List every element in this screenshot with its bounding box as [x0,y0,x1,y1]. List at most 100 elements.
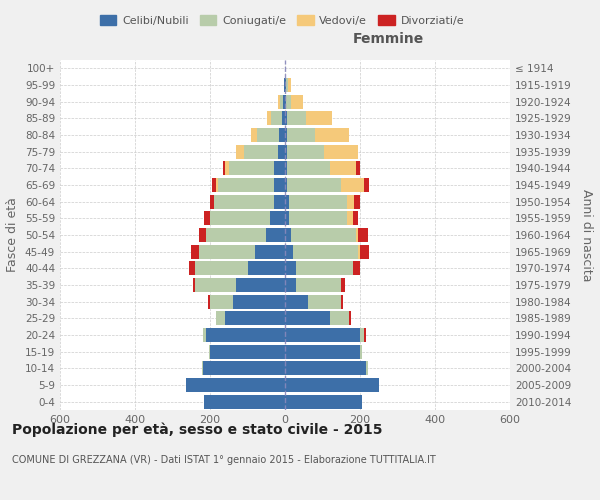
Bar [209,344,210,359]
Bar [285,344,360,359]
Bar [274,194,285,209]
Bar [360,328,364,342]
Bar [286,94,292,109]
Bar [277,144,285,159]
Bar [358,228,367,242]
Bar [341,178,364,192]
Bar [208,294,210,308]
Bar [360,244,370,259]
Legend: Celibi/Nubili, Coniugati/e, Vedovi/e, Divorziati/e: Celibi/Nubili, Coniugati/e, Vedovi/e, Di… [95,10,469,30]
Bar [274,162,285,175]
Bar [206,228,266,242]
Bar [364,178,370,192]
Bar [285,144,287,159]
Bar [296,261,353,276]
Bar [347,194,355,209]
Bar [353,261,360,276]
Bar [202,361,203,376]
Bar [225,311,285,326]
Bar [330,162,356,175]
Bar [285,78,286,92]
Bar [210,194,214,209]
Bar [195,278,236,292]
Bar [285,294,308,308]
Bar [193,278,195,292]
Bar [280,94,283,109]
Bar [285,278,296,292]
Bar [285,128,287,142]
Bar [330,311,349,326]
Bar [285,178,287,192]
Bar [285,394,362,409]
Bar [296,278,341,292]
Bar [225,162,229,175]
Bar [267,112,271,126]
Bar [284,78,285,92]
Bar [292,94,302,109]
Bar [205,394,285,409]
Bar [199,228,206,242]
Bar [223,162,225,175]
Bar [190,261,195,276]
Bar [236,144,244,159]
Bar [251,128,257,142]
Bar [285,194,289,209]
Bar [286,78,287,92]
Bar [285,328,360,342]
Bar [341,294,343,308]
Bar [355,194,360,209]
Bar [205,211,210,226]
Bar [255,244,285,259]
Bar [289,194,347,209]
Bar [290,228,356,242]
Text: Femmine: Femmine [353,32,424,46]
Y-axis label: Fasce di età: Fasce di età [7,198,19,272]
Bar [274,178,285,192]
Bar [266,228,285,242]
Bar [214,194,274,209]
Bar [206,328,285,342]
Bar [285,162,287,175]
Bar [347,211,353,226]
Bar [360,344,362,359]
Bar [203,328,206,342]
Y-axis label: Anni di nascita: Anni di nascita [580,188,593,281]
Bar [305,112,332,126]
Bar [195,261,248,276]
Text: Popolazione per età, sesso e stato civile - 2015: Popolazione per età, sesso e stato civil… [12,422,383,437]
Bar [210,344,285,359]
Bar [285,311,330,326]
Bar [285,261,296,276]
Bar [293,244,358,259]
Bar [270,211,285,226]
Bar [203,361,285,376]
Bar [287,112,305,126]
Bar [349,311,350,326]
Bar [278,94,280,109]
Bar [285,244,293,259]
Bar [210,294,233,308]
Bar [285,378,379,392]
Bar [229,162,274,175]
Bar [257,128,280,142]
Bar [191,244,199,259]
Bar [364,328,365,342]
Bar [236,278,285,292]
Bar [218,178,274,192]
Bar [185,378,285,392]
Bar [356,162,360,175]
Bar [287,162,330,175]
Bar [248,261,285,276]
Text: COMUNE DI GREZZANA (VR) - Dati ISTAT 1° gennaio 2015 - Elaborazione TUTTITALIA.I: COMUNE DI GREZZANA (VR) - Dati ISTAT 1° … [12,455,436,465]
Bar [285,228,290,242]
Bar [282,112,285,126]
Bar [271,112,282,126]
Bar [285,211,289,226]
Bar [199,244,255,259]
Bar [358,244,360,259]
Bar [315,128,349,142]
Bar [287,144,325,159]
Bar [233,294,285,308]
Bar [210,211,270,226]
Bar [280,128,285,142]
